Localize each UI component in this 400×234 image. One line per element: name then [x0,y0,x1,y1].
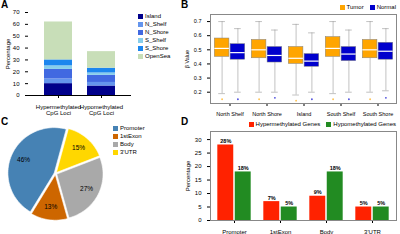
svg-text:0.5: 0.5 [194,47,202,53]
svg-text:20: 20 [195,163,202,169]
html-text:S_Shore: S_Shore [145,45,169,51]
html-text:Promoter: Promoter [120,125,145,131]
svg-text:0: 0 [16,92,20,98]
html-text:3'UTR: 3'UTR [120,149,137,155]
svg-text:30: 30 [13,57,20,63]
html-text:B: B [181,0,189,10]
html-text:Hypomethylated Genes: Hypomethylated Genes [333,121,396,127]
svg-text:7%: 7% [268,195,276,201]
svg-text:0.3: 0.3 [194,75,202,81]
svg-text:5%: 5% [377,200,385,206]
svg-text:β Value: β Value [184,50,190,68]
svg-text:18%: 18% [330,165,341,171]
html-text:Tumor: Tumor [346,4,364,10]
svg-text:30: 30 [195,137,202,143]
html-text:A: A [1,0,9,10]
svg-text:0.6: 0.6 [194,32,202,38]
svg-text:0.7: 0.7 [194,18,202,24]
svg-text:5: 5 [198,204,202,210]
svg-text:Promoter: Promoter [222,229,247,234]
html-text:S_Shelf: S_Shelf [145,37,166,43]
svg-text:0.4: 0.4 [194,61,202,67]
svg-text:60: 60 [13,21,20,27]
html-text:Body: Body [120,141,134,147]
svg-text:South Shore: South Shore [363,111,394,117]
svg-text:HypermethylatedCpG Loci: HypermethylatedCpG Loci [36,104,81,116]
svg-text:Body: Body [320,229,334,234]
svg-text:40: 40 [13,45,20,51]
svg-text:46%: 46% [17,156,30,163]
html-text:C: C [1,116,9,127]
svg-text:South Shelf: South Shelf [327,111,356,117]
svg-text:70: 70 [13,9,20,15]
html-text:Hypermethylated Genes: Hypermethylated Genes [255,121,321,127]
svg-text:15: 15 [195,177,202,183]
html-text:OpenSea: OpenSea [145,53,171,59]
svg-text:North Shelf: North Shelf [216,111,244,117]
svg-text:Island: Island [297,111,312,117]
svg-text:50: 50 [13,33,20,39]
svg-text:5%: 5% [285,200,293,206]
svg-text:18%: 18% [238,165,249,171]
html-text:D: D [181,116,189,127]
svg-text:28%: 28% [220,138,231,144]
html-text:N_Shore: N_Shore [145,29,169,35]
svg-text:13%: 13% [44,203,57,210]
svg-text:1stExon: 1stExon [270,229,292,234]
svg-text:HypomethylatedCpG Loci: HypomethylatedCpG Loci [80,104,123,116]
html-text:Normal: Normal [376,4,396,10]
svg-text:15%: 15% [72,144,85,151]
svg-text:Percentage: Percentage [185,160,191,191]
html-text:Island: Island [145,13,161,19]
svg-text:North Shore: North Shore [252,111,282,117]
svg-text:Percentage: Percentage [5,38,11,69]
svg-text:20: 20 [13,69,20,75]
svg-text:10: 10 [195,190,202,196]
svg-text:3'UTR: 3'UTR [364,229,381,234]
html-text:N_Shelf: N_Shelf [145,21,167,27]
svg-text:27%: 27% [80,185,93,192]
html-text:1stExon: 1stExon [120,133,142,139]
svg-text:25: 25 [195,150,202,156]
svg-text:0.2: 0.2 [194,89,202,95]
svg-text:9%: 9% [314,189,322,195]
svg-text:10: 10 [13,81,20,87]
svg-text:0: 0 [198,217,202,223]
svg-text:5%: 5% [360,200,368,206]
